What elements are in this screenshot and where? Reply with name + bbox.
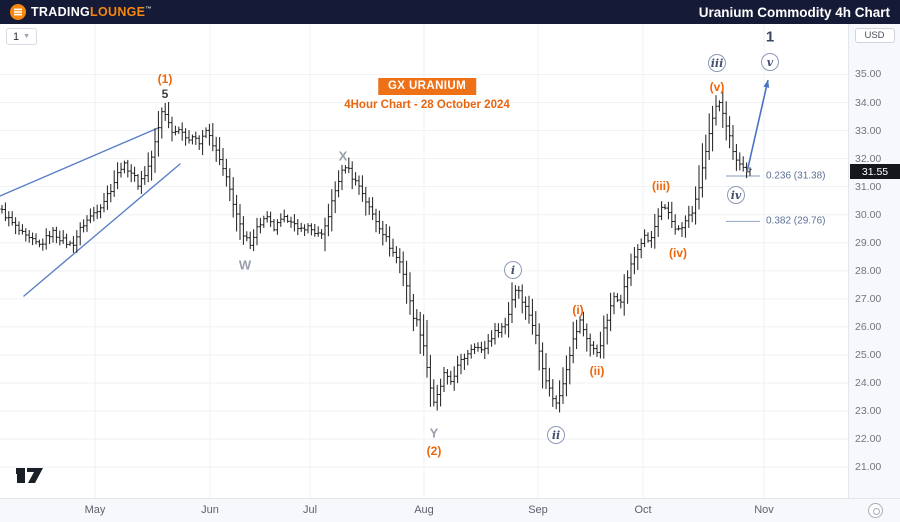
brand-wordmark: TRADINGLOUNGE™ [31,5,153,19]
price-axis[interactable]: USD 35.00 34.00 33.00 32.00 31.00 30.00 29.00 2… [848,24,900,498]
price-tick: 31.00 [855,180,882,193]
month-label[interactable]: Jul [302,504,318,516]
price-plot[interactable] [0,24,848,498]
price-tick: 23.00 [855,405,882,418]
time-axis[interactable]: May Jun Jul Aug Sep Oct Nov [0,498,900,522]
currency-button[interactable]: USD [854,28,895,43]
month-label[interactable]: Nov [754,504,774,516]
price-tick: 34.00 [855,96,882,109]
price-tick: 25.00 [855,348,882,361]
price-tick: 28.00 [855,264,882,277]
price-tick: 27.00 [855,292,882,305]
price-tick: 29.00 [855,236,882,249]
price-tick: 24.00 [855,377,882,389]
month-label[interactable]: May [84,504,106,516]
month-label[interactable]: Sep [528,504,548,516]
axis-settings-button[interactable] [868,503,883,518]
interval-selector[interactable]: 1 ▼ [6,28,38,45]
price-tick: 35.00 [855,68,882,81]
price-tick: 30.00 [855,208,882,221]
page-title: Uranium Commodity 4h Chart [698,4,890,20]
last-price-badge: 31.55 [850,164,900,180]
chart-area: (1) 5 X W Y (2) i ii (i) (ii) (iii) (iv) (v) iii iv v 1 0… [0,24,900,522]
month-label[interactable]: Jun [201,504,219,516]
chevron-down-icon: ▼ [23,33,31,40]
price-tick: 32.00 [855,152,882,165]
price-tick: 26.00 [855,320,882,333]
month-label[interactable]: Oct [634,504,652,516]
topbar: TRADINGLOUNGE™ Uranium Commodity 4h Char… [0,0,900,24]
tradingview-logo-icon[interactable] [16,468,44,488]
brand-logo: TRADINGLOUNGE™ [10,4,152,20]
price-tick: 22.00 [855,433,882,446]
interval-value: 1 [13,30,20,43]
month-label[interactable]: Aug [414,504,434,516]
tradinglounge-logo-icon [10,4,26,20]
price-tick: 21.00 [855,461,882,474]
price-tick: 33.00 [855,124,882,137]
